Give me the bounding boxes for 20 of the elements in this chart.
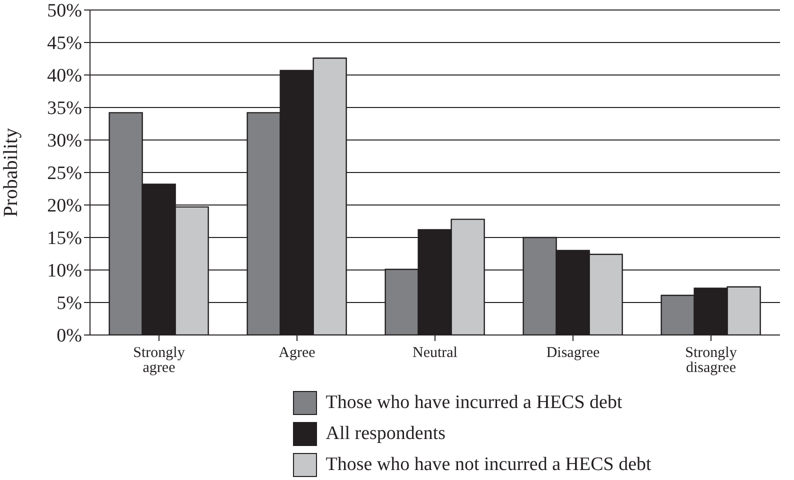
x-tick-label: Neutral [412,345,458,361]
y-tick-label: 20% [47,196,82,217]
x-tick-label: Strongly agree [133,345,186,376]
x-tick-label: Strongly disagree [685,345,738,376]
y-tick-label: 15% [47,228,82,250]
y-axis-title: Probability [0,128,22,217]
y-tick-label: 35% [47,98,82,120]
y-tick-label: 45% [47,33,82,54]
y-tick-label: 0% [56,326,82,347]
legend-label: Those who have not incurred a HECS debt [326,454,652,476]
x-tick-label: Agree [278,345,316,361]
y-tick-label: 5% [56,293,82,314]
y-tick-label: 25% [47,163,82,184]
legend-label: Those who have incurred a HECS debt [326,392,622,414]
y-tick-label: 50% [47,0,82,22]
legend-label: All respondents [326,422,446,444]
y-tick-label: 30% [47,130,82,152]
y-tick-label: 10% [47,260,82,282]
y-tick-label: 40% [47,66,82,87]
x-tick-label: Disagree [546,345,600,361]
